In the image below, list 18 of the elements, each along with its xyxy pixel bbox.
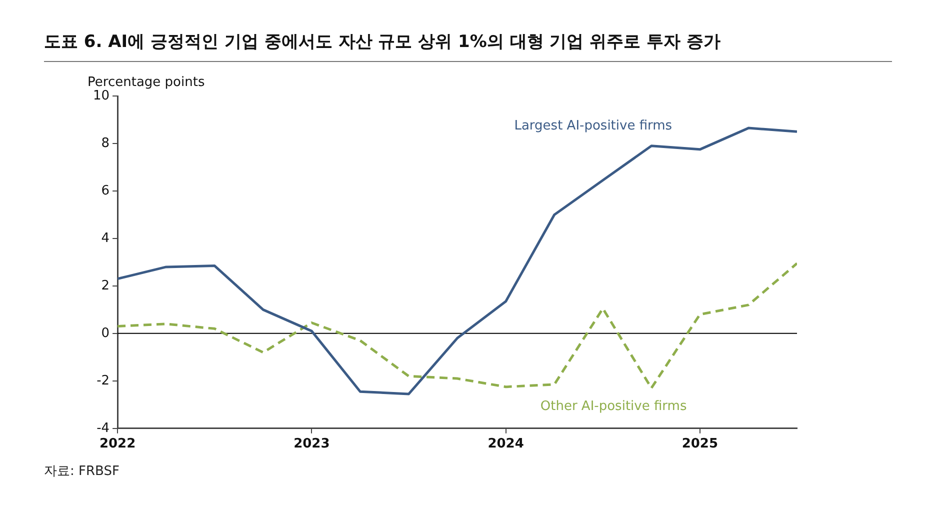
y-tick-label: 0: [101, 326, 110, 341]
y-tick-label: -2: [96, 373, 110, 388]
y-axis-title: Percentage points: [88, 74, 205, 90]
line-series: [118, 262, 797, 390]
y-tick-label: 10: [92, 88, 110, 104]
x-tick-label: 2025: [682, 436, 718, 452]
x-tick-label: 2024: [488, 436, 524, 452]
y-tick-label: 8: [101, 136, 110, 151]
y-tick-label: 6: [101, 183, 110, 198]
series-label: Largest AI-positive firms: [514, 118, 672, 134]
chart-title: 도표 6. AI에 긍정적인 기업 중에서도 자산 규모 상위 1%의 대형 기업 위주로 투자 증가: [44, 30, 892, 62]
text: 자료: FRBSF: [44, 463, 120, 480]
y-tick-label: 2: [101, 278, 110, 294]
series-label: Other AI-positive firms: [540, 399, 687, 414]
y-tick-label: -4: [96, 420, 110, 436]
x-tick-label: 2022: [99, 436, 136, 452]
x-tick-label: 2023: [294, 436, 330, 452]
y-tick-label: 4: [101, 230, 110, 246]
